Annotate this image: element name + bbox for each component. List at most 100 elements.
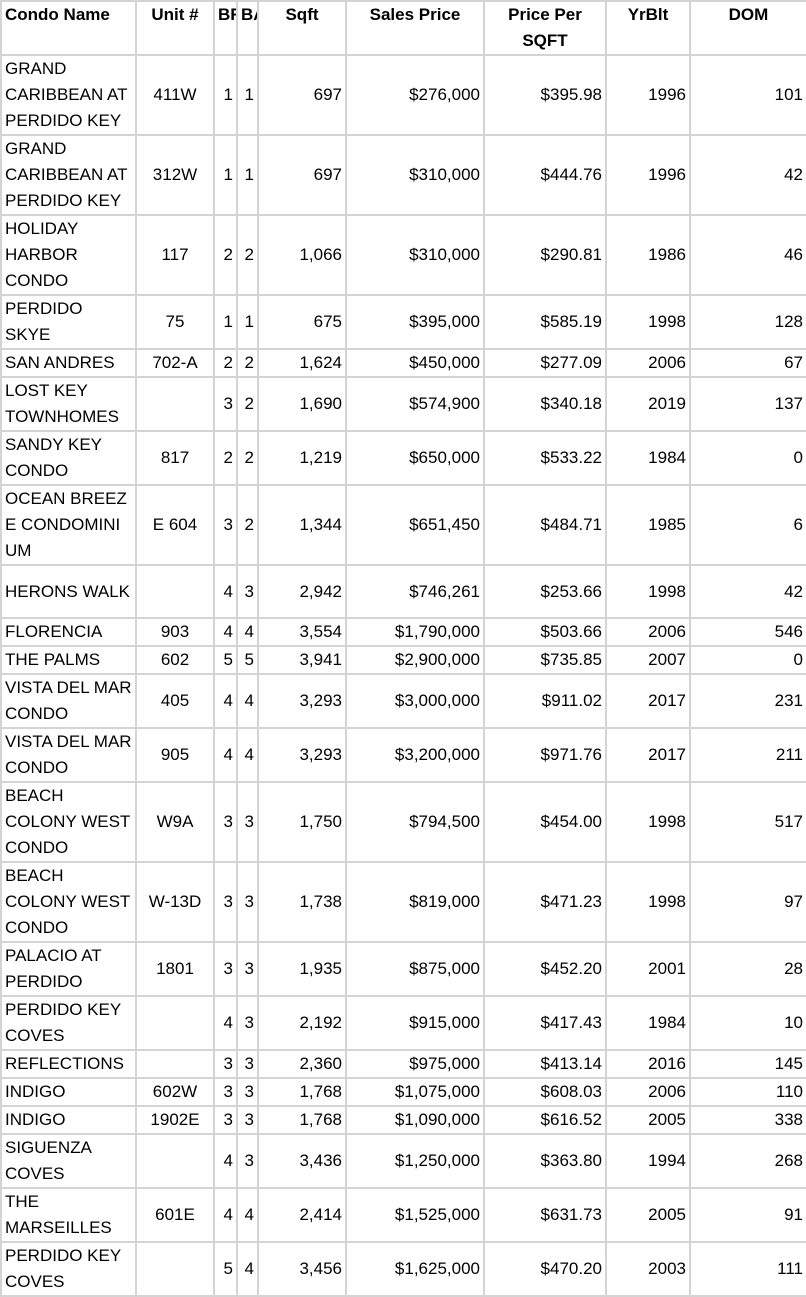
cell-ba[interactable]: 3 <box>236 1077 259 1107</box>
cell-ba[interactable]: 1 <box>236 134 259 216</box>
cell-sales-price[interactable]: $574,900 <box>345 376 485 432</box>
cell-dom[interactable]: 67 <box>689 348 806 378</box>
cell-dom[interactable]: 231 <box>689 673 806 729</box>
cell-condo-name[interactable]: HERONS WALK <box>0 564 137 619</box>
cell-dom[interactable]: 128 <box>689 294 806 350</box>
cell-sales-price[interactable]: $310,000 <box>345 134 485 216</box>
cell-yrblt[interactable]: 1984 <box>605 995 691 1051</box>
cell-price-per-sqft[interactable]: $340.18 <box>483 376 607 432</box>
cell-br[interactable]: 1 <box>213 54 238 136</box>
cell-yrblt[interactable]: 1984 <box>605 430 691 486</box>
cell-price-per-sqft[interactable]: $452.20 <box>483 941 607 997</box>
cell-price-per-sqft[interactable]: $585.19 <box>483 294 607 350</box>
cell-unit[interactable] <box>135 995 215 1051</box>
cell-price-per-sqft[interactable]: $290.81 <box>483 214 607 296</box>
cell-ba[interactable]: 3 <box>236 941 259 997</box>
cell-unit[interactable]: 602 <box>135 645 215 675</box>
cell-sales-price[interactable]: $395,000 <box>345 294 485 350</box>
cell-unit[interactable]: 312W <box>135 134 215 216</box>
cell-br[interactable]: 3 <box>213 376 238 432</box>
cell-yrblt[interactable]: 1996 <box>605 54 691 136</box>
header-ba[interactable]: BA <box>236 0 259 56</box>
cell-unit[interactable]: 601E <box>135 1187 215 1243</box>
cell-sales-price[interactable]: $915,000 <box>345 995 485 1051</box>
cell-br[interactable]: 3 <box>213 1049 238 1079</box>
cell-price-per-sqft[interactable]: $484.71 <box>483 484 607 566</box>
cell-condo-name[interactable]: INDIGO <box>0 1105 137 1135</box>
cell-sales-price[interactable]: $975,000 <box>345 1049 485 1079</box>
cell-price-per-sqft[interactable]: $454.00 <box>483 781 607 863</box>
cell-yrblt[interactable]: 1998 <box>605 564 691 619</box>
cell-yrblt[interactable]: 2007 <box>605 645 691 675</box>
cell-br[interactable]: 4 <box>213 673 238 729</box>
cell-ba[interactable]: 3 <box>236 564 259 619</box>
cell-sales-price[interactable]: $3,200,000 <box>345 727 485 783</box>
cell-condo-name[interactable]: BEACH COLONY WEST CONDO <box>0 861 137 943</box>
cell-yrblt[interactable]: 2017 <box>605 673 691 729</box>
cell-sqft[interactable]: 2,414 <box>257 1187 347 1243</box>
cell-price-per-sqft[interactable]: $631.73 <box>483 1187 607 1243</box>
cell-ba[interactable]: 4 <box>236 617 259 647</box>
cell-price-per-sqft[interactable]: $616.52 <box>483 1105 607 1135</box>
cell-sqft[interactable]: 1,690 <box>257 376 347 432</box>
cell-yrblt[interactable]: 2001 <box>605 941 691 997</box>
cell-dom[interactable]: 268 <box>689 1133 806 1189</box>
cell-dom[interactable]: 42 <box>689 564 806 619</box>
cell-yrblt[interactable]: 2003 <box>605 1241 691 1297</box>
cell-sqft[interactable]: 3,554 <box>257 617 347 647</box>
cell-unit[interactable]: 817 <box>135 430 215 486</box>
cell-yrblt[interactable]: 2006 <box>605 1077 691 1107</box>
cell-dom[interactable]: 42 <box>689 134 806 216</box>
cell-condo-name[interactable]: REFLECTIONS <box>0 1049 137 1079</box>
cell-sqft[interactable]: 3,456 <box>257 1241 347 1297</box>
cell-price-per-sqft[interactable]: $608.03 <box>483 1077 607 1107</box>
cell-br[interactable]: 1 <box>213 134 238 216</box>
cell-dom[interactable]: 111 <box>689 1241 806 1297</box>
cell-br[interactable]: 4 <box>213 727 238 783</box>
cell-dom[interactable]: 91 <box>689 1187 806 1243</box>
cell-dom[interactable]: 517 <box>689 781 806 863</box>
cell-ba[interactable]: 2 <box>236 484 259 566</box>
cell-sqft[interactable]: 675 <box>257 294 347 350</box>
cell-unit[interactable]: 117 <box>135 214 215 296</box>
cell-ba[interactable]: 3 <box>236 1105 259 1135</box>
cell-condo-name[interactable]: SIGUENZA COVES <box>0 1133 137 1189</box>
cell-condo-name[interactable]: VISTA DEL MAR CONDO <box>0 727 137 783</box>
cell-price-per-sqft[interactable]: $363.80 <box>483 1133 607 1189</box>
cell-price-per-sqft[interactable]: $971.76 <box>483 727 607 783</box>
cell-sales-price[interactable]: $875,000 <box>345 941 485 997</box>
cell-sales-price[interactable]: $1,090,000 <box>345 1105 485 1135</box>
cell-unit[interactable] <box>135 564 215 619</box>
cell-ba[interactable]: 3 <box>236 1049 259 1079</box>
cell-br[interactable]: 3 <box>213 941 238 997</box>
cell-unit[interactable] <box>135 1241 215 1297</box>
cell-sqft[interactable]: 2,942 <box>257 564 347 619</box>
cell-price-per-sqft[interactable]: $413.14 <box>483 1049 607 1079</box>
cell-ba[interactable]: 3 <box>236 995 259 1051</box>
cell-unit[interactable]: 1801 <box>135 941 215 997</box>
cell-sqft[interactable]: 2,192 <box>257 995 347 1051</box>
cell-br[interactable]: 4 <box>213 1133 238 1189</box>
cell-sqft[interactable]: 697 <box>257 54 347 136</box>
cell-yrblt[interactable]: 1985 <box>605 484 691 566</box>
cell-unit[interactable]: 903 <box>135 617 215 647</box>
cell-price-per-sqft[interactable]: $277.09 <box>483 348 607 378</box>
cell-dom[interactable]: 546 <box>689 617 806 647</box>
cell-sqft[interactable]: 1,344 <box>257 484 347 566</box>
cell-price-per-sqft[interactable]: $470.20 <box>483 1241 607 1297</box>
cell-unit[interactable]: 405 <box>135 673 215 729</box>
cell-condo-name[interactable]: BEACH COLONY WEST CONDO <box>0 781 137 863</box>
cell-br[interactable]: 3 <box>213 861 238 943</box>
cell-sqft[interactable]: 1,768 <box>257 1077 347 1107</box>
cell-sales-price[interactable]: $794,500 <box>345 781 485 863</box>
cell-yrblt[interactable]: 1998 <box>605 781 691 863</box>
cell-ba[interactable]: 3 <box>236 781 259 863</box>
cell-price-per-sqft[interactable]: $253.66 <box>483 564 607 619</box>
cell-br[interactable]: 2 <box>213 214 238 296</box>
cell-sqft[interactable]: 3,436 <box>257 1133 347 1189</box>
cell-price-per-sqft[interactable]: $471.23 <box>483 861 607 943</box>
header-condo-name[interactable]: Condo Name <box>0 0 137 56</box>
cell-price-per-sqft[interactable]: $444.76 <box>483 134 607 216</box>
cell-condo-name[interactable]: VISTA DEL MAR CONDO <box>0 673 137 729</box>
cell-condo-name[interactable]: THE PALMS <box>0 645 137 675</box>
